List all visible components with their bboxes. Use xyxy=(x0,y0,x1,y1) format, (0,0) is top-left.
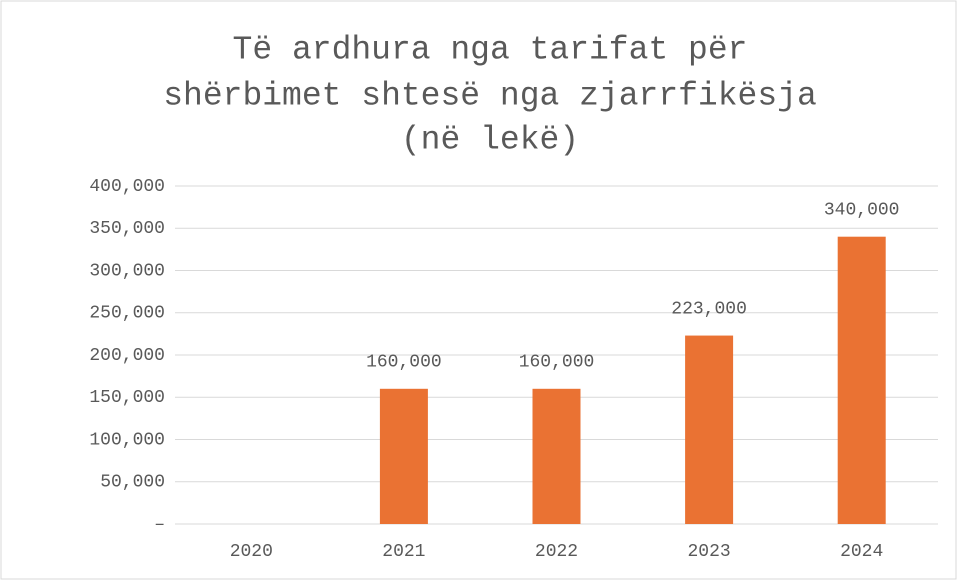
y-tick-label: 150,000 xyxy=(89,388,165,408)
x-tick-label: 2024 xyxy=(840,542,883,562)
y-tick-label: 250,000 xyxy=(89,304,165,324)
x-tick-label: 2020 xyxy=(230,542,273,562)
data-label: 340,000 xyxy=(824,200,900,220)
chart-title: (në lekë) xyxy=(401,122,579,159)
bar xyxy=(685,335,734,524)
y-tick-label: 350,000 xyxy=(89,219,165,239)
data-label: 160,000 xyxy=(519,353,595,373)
y-tick-label: 300,000 xyxy=(89,261,165,281)
x-tick-label: 2022 xyxy=(535,542,578,562)
bar xyxy=(532,388,581,524)
chart-title: shërbimet shtesë nga zjarrfikësja xyxy=(163,78,817,115)
x-tick-label: 2021 xyxy=(382,542,425,562)
bar xyxy=(837,236,886,524)
data-label: 160,000 xyxy=(366,353,442,373)
y-tick-label: – xyxy=(154,515,165,535)
chart-title: Të ardhura nga tarifat për xyxy=(233,32,748,69)
y-tick-label: 200,000 xyxy=(89,346,165,366)
bar xyxy=(379,388,428,524)
y-tick-label: 100,000 xyxy=(89,430,165,450)
y-tick-label: 400,000 xyxy=(89,177,165,197)
x-tick-label: 2023 xyxy=(687,542,730,562)
data-label: 223,000 xyxy=(671,299,747,319)
y-tick-label: 50,000 xyxy=(100,473,165,493)
